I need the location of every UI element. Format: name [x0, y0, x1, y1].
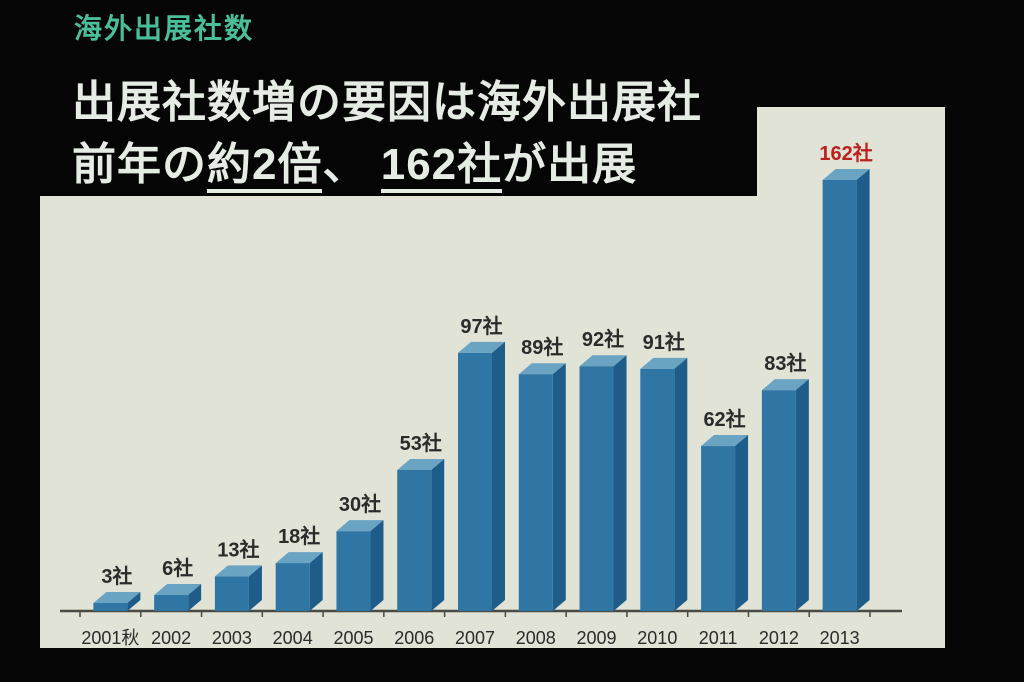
bar	[93, 592, 141, 611]
bar	[822, 169, 870, 611]
x-axis-label: 2011	[699, 628, 738, 648]
title-segment: 前年の	[72, 140, 207, 189]
x-axis-label: 2012	[759, 628, 799, 648]
title-segment-underlined: 162社	[380, 140, 503, 193]
bar-chart: 3社 2001秋 6社 2002 13社 2003 18社 2004 30社 2005 53社 200…	[40, 107, 945, 648]
x-axis-label: 2003	[212, 628, 252, 648]
x-axis-label: 2009	[577, 628, 617, 648]
bar-value-label: 83社	[764, 351, 806, 375]
bar-chart-svg: 3社 2001秋 6社 2002 13社 2003 18社 2004 30社 2005 53社 200…	[60, 141, 902, 648]
x-axis-label: 2002	[151, 628, 191, 648]
bar-value-label: 3社	[101, 564, 132, 588]
title-segment: 、	[322, 140, 381, 189]
bar	[579, 355, 627, 611]
bar-value-label: 97社	[460, 314, 502, 338]
title-segment: が出展	[502, 140, 638, 189]
x-axis-label: 2007	[455, 628, 495, 648]
bar	[701, 435, 749, 611]
slide-title: 出展社数増の要因は海外出展社 前年の約2倍、 162社が出展	[72, 72, 702, 196]
bar	[397, 458, 445, 611]
slide-title-line1: 出展社数増の要因は海外出展社	[72, 78, 702, 127]
chart-panel: 3社 2001秋 6社 2002 13社 2003 18社 2004 30社 2005 53社 200…	[40, 107, 945, 648]
slide-title-line2: 前年の約2倍、 162社が出展	[72, 134, 702, 196]
bar-value-label: 53社	[400, 431, 442, 455]
slide-tag: 海外出展社数	[74, 13, 255, 44]
title-segment-underlined: 約2倍	[207, 140, 323, 193]
bar-value-label: 92社	[582, 327, 624, 351]
bar	[640, 357, 688, 611]
bar-value-label: 18社	[278, 524, 320, 548]
bar	[214, 565, 262, 611]
bar	[458, 341, 505, 611]
bar	[275, 552, 323, 611]
x-axis-label: 2013	[820, 628, 860, 648]
bar-value-label: 89社	[521, 335, 563, 359]
bar	[761, 379, 809, 611]
x-axis-label: 2004	[273, 628, 313, 648]
bar	[518, 363, 566, 611]
x-axis-label: 2006	[394, 628, 434, 648]
bar	[336, 520, 384, 611]
bar-value-label: 62社	[703, 407, 745, 431]
x-axis-label: 2008	[516, 628, 556, 648]
x-axis-label: 2005	[333, 628, 373, 648]
bar-value-label: 91社	[643, 330, 685, 354]
bar-value-label: 6社	[162, 556, 193, 580]
bar	[154, 584, 202, 611]
bar-value-label: 13社	[217, 537, 259, 561]
bar-value-label: 30社	[339, 492, 381, 516]
x-axis-label: 2010	[637, 628, 677, 648]
title-block: 海外出展社数 出展社数増の要因は海外出展社 前年の約2倍、 162社が出展	[0, 0, 757, 196]
bar-value-label: 162社	[819, 141, 872, 165]
x-axis-label: 2001秋	[81, 628, 139, 648]
